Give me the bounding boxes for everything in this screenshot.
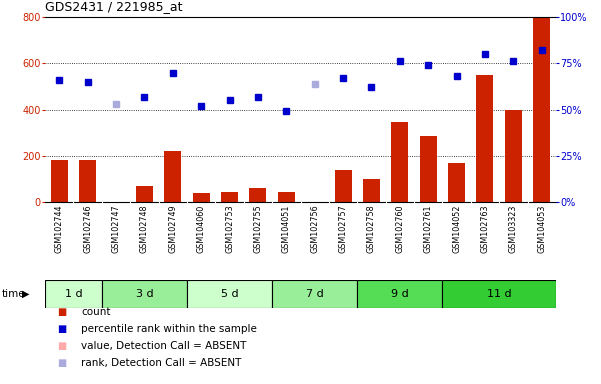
- Bar: [249, 188, 266, 202]
- Bar: [357, 280, 442, 308]
- Text: GSM102758: GSM102758: [367, 204, 376, 253]
- Bar: [419, 136, 437, 202]
- Bar: [187, 280, 272, 308]
- Text: GSM102747: GSM102747: [112, 204, 121, 253]
- Text: 5 d: 5 d: [221, 289, 239, 299]
- Text: ■: ■: [57, 307, 66, 317]
- Text: GSM104051: GSM104051: [282, 204, 291, 253]
- Text: GSM102755: GSM102755: [254, 204, 263, 253]
- Bar: [448, 163, 465, 202]
- Bar: [477, 75, 493, 202]
- Text: GSM102761: GSM102761: [424, 204, 433, 253]
- Text: 11 d: 11 d: [487, 289, 511, 299]
- Bar: [391, 122, 408, 202]
- Text: GSM102760: GSM102760: [395, 204, 404, 253]
- Bar: [533, 17, 551, 202]
- Text: time: time: [1, 289, 25, 299]
- Bar: [505, 109, 522, 202]
- Bar: [50, 161, 68, 202]
- Text: 7 d: 7 d: [306, 289, 323, 299]
- Bar: [278, 192, 295, 202]
- Text: ■: ■: [57, 324, 66, 334]
- Text: GSM104052: GSM104052: [452, 204, 461, 253]
- Text: ■: ■: [57, 341, 66, 351]
- Bar: [442, 280, 556, 308]
- Bar: [79, 161, 96, 202]
- Text: 3 d: 3 d: [136, 289, 153, 299]
- Text: GSM102746: GSM102746: [83, 204, 92, 253]
- Text: GSM102763: GSM102763: [480, 204, 489, 253]
- Bar: [193, 193, 210, 202]
- Bar: [335, 170, 352, 202]
- Text: GDS2431 / 221985_at: GDS2431 / 221985_at: [45, 0, 183, 13]
- Text: percentile rank within the sample: percentile rank within the sample: [81, 324, 257, 334]
- Bar: [164, 151, 182, 202]
- Text: GSM102757: GSM102757: [338, 204, 347, 253]
- Text: GSM103323: GSM103323: [509, 204, 518, 253]
- Text: GSM102756: GSM102756: [310, 204, 319, 253]
- Text: GSM102744: GSM102744: [55, 204, 64, 253]
- Text: rank, Detection Call = ABSENT: rank, Detection Call = ABSENT: [81, 358, 242, 367]
- Bar: [363, 179, 380, 202]
- Text: value, Detection Call = ABSENT: value, Detection Call = ABSENT: [81, 341, 246, 351]
- Text: ■: ■: [57, 358, 66, 367]
- Text: GSM102753: GSM102753: [225, 204, 234, 253]
- Bar: [45, 280, 102, 308]
- Bar: [102, 280, 187, 308]
- Bar: [272, 280, 357, 308]
- Text: ▶: ▶: [22, 289, 29, 299]
- Bar: [221, 192, 238, 202]
- Text: count: count: [81, 307, 111, 317]
- Text: 1 d: 1 d: [65, 289, 82, 299]
- Text: 9 d: 9 d: [391, 289, 409, 299]
- Text: GSM102749: GSM102749: [168, 204, 177, 253]
- Bar: [136, 186, 153, 202]
- Text: GSM102748: GSM102748: [140, 204, 149, 253]
- Text: GSM104060: GSM104060: [197, 204, 206, 253]
- Text: GSM104053: GSM104053: [537, 204, 546, 253]
